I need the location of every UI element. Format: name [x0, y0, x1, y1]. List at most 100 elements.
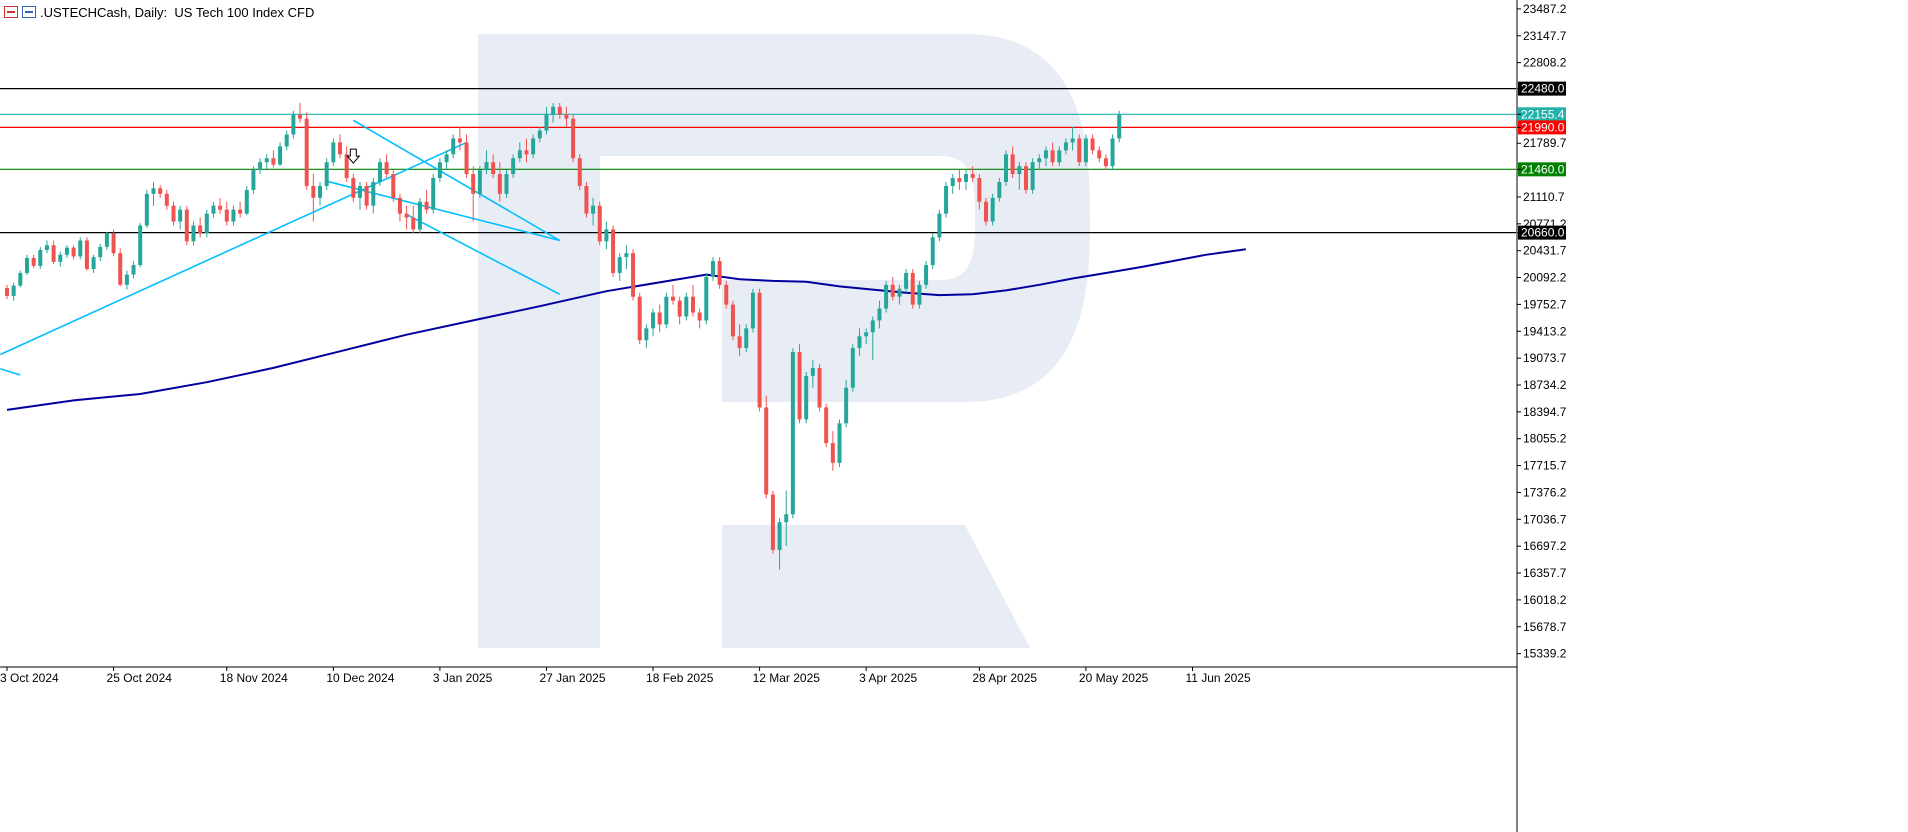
- candle-body: [764, 407, 769, 495]
- candle-body: [298, 114, 303, 119]
- candle-body: [457, 138, 462, 143]
- candle: [91, 254, 96, 273]
- candle-body: [471, 174, 476, 194]
- candle-body: [1023, 166, 1028, 190]
- candle: [810, 360, 815, 388]
- candle: [957, 170, 962, 190]
- candle: [1083, 134, 1088, 167]
- candle: [424, 189, 429, 214]
- price-tick-label: 16697.2: [1523, 539, 1567, 553]
- candle-body: [737, 336, 742, 349]
- candle-body: [357, 185, 362, 198]
- candle: [144, 189, 149, 228]
- price-tick-label: 17715.7: [1523, 459, 1567, 473]
- candle: [211, 201, 216, 218]
- candle-body: [484, 162, 489, 171]
- candle-body: [84, 240, 89, 270]
- time-tick-label: 3 Apr 2025: [859, 671, 917, 685]
- candle: [417, 197, 422, 234]
- candle-body: [584, 185, 589, 214]
- candle: [1050, 142, 1055, 167]
- candle-body: [51, 245, 56, 262]
- candle-body: [1070, 138, 1075, 143]
- candle: [397, 193, 402, 222]
- candle: [537, 126, 542, 143]
- candle: [684, 292, 689, 321]
- candle: [984, 197, 989, 226]
- candle-body: [804, 375, 809, 420]
- candle: [924, 261, 929, 289]
- trendline: [352, 119, 561, 242]
- candle-body: [384, 162, 389, 175]
- candle: [338, 134, 342, 159]
- moving-average: [6, 248, 1246, 411]
- candle: [837, 419, 842, 467]
- candle-body: [1004, 154, 1008, 182]
- period-desc-sep: :: [163, 4, 175, 20]
- candle: [138, 223, 143, 268]
- candle: [690, 284, 695, 317]
- candle-body: [524, 150, 529, 155]
- candle: [5, 284, 9, 300]
- candle: [384, 154, 389, 179]
- candle-body: [491, 162, 496, 175]
- candle: [251, 166, 256, 194]
- candle: [910, 269, 915, 309]
- candle-body: [151, 188, 156, 194]
- candle: [750, 288, 755, 333]
- candle-body: [397, 197, 402, 214]
- candle: [877, 300, 882, 329]
- candle-body: [790, 352, 795, 515]
- candle: [884, 280, 889, 313]
- candle-body: [1010, 154, 1015, 175]
- chart-type-icon[interactable]: [4, 6, 18, 18]
- candle: [1010, 146, 1015, 179]
- candle-body: [231, 209, 236, 222]
- candle-body: [797, 352, 802, 420]
- candle-body: [684, 296, 689, 317]
- candle-body: [351, 178, 356, 198]
- trendline: [406, 213, 561, 296]
- symbol-period-sep: ,: [127, 4, 135, 20]
- candle: [790, 348, 795, 519]
- candle: [504, 170, 509, 198]
- candle-body: [58, 254, 63, 262]
- candle: [604, 221, 609, 250]
- candle-body: [138, 225, 143, 266]
- candle-body: [537, 130, 542, 139]
- candle: [591, 197, 596, 226]
- time-tick-label: 25 Oct 2024: [107, 671, 173, 685]
- candle-body: [631, 253, 636, 297]
- candle-body: [184, 209, 189, 242]
- candle-body: [571, 118, 576, 159]
- candle-body: [284, 134, 289, 147]
- candle: [131, 261, 136, 279]
- candle-body: [651, 312, 656, 329]
- candle-body: [244, 189, 249, 214]
- candle: [471, 166, 476, 222]
- candle: [577, 154, 582, 190]
- candle: [857, 328, 862, 357]
- window-icon[interactable]: [22, 6, 36, 18]
- level-tag-label: 21990.0: [1521, 120, 1565, 134]
- candle: [271, 150, 276, 168]
- candle: [824, 403, 829, 448]
- candle: [944, 181, 949, 218]
- candle: [584, 181, 589, 218]
- candle: [1004, 150, 1008, 186]
- candle-body: [504, 174, 509, 194]
- candle-body: [278, 146, 283, 165]
- candle-body: [597, 205, 602, 242]
- candle-body: [517, 150, 522, 159]
- candle: [917, 280, 922, 309]
- candle: [704, 272, 709, 325]
- candle: [970, 166, 975, 182]
- candle-body: [71, 247, 76, 257]
- watermark-bowl: [600, 34, 1090, 402]
- candle: [431, 174, 436, 214]
- candle-body: [1103, 158, 1108, 167]
- candle-body: [870, 320, 875, 333]
- candle-body: [38, 250, 43, 266]
